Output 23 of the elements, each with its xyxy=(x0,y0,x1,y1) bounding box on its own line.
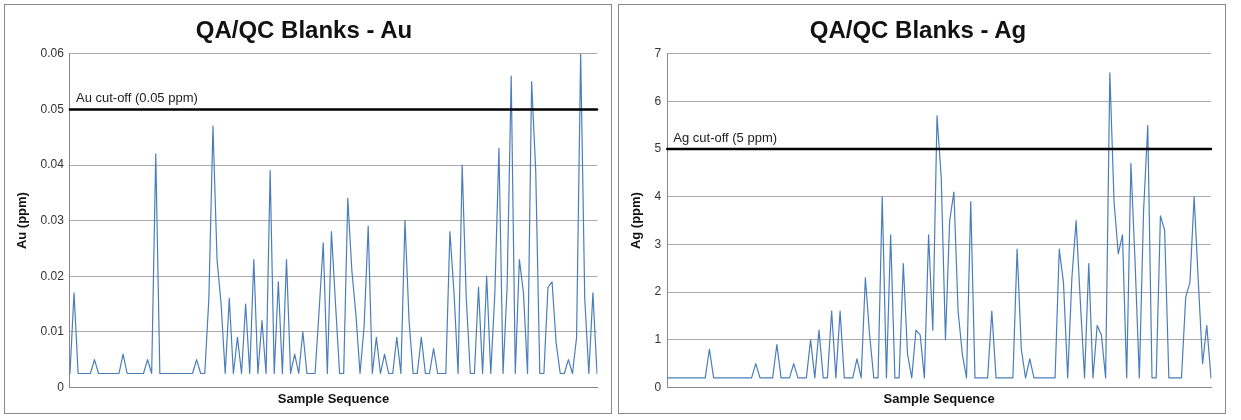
y-tick-label: 3 xyxy=(654,236,662,251)
y-tick-label: 0.03 xyxy=(40,212,65,227)
x-axis-title: Sample Sequence xyxy=(277,390,390,406)
ref-line-label: Ag cut-off (5 ppm) xyxy=(673,130,778,146)
y-tick-label: 2 xyxy=(654,284,662,299)
y-tick-label: 0.06 xyxy=(40,46,65,61)
y-tick-label: 0.01 xyxy=(40,324,65,339)
y-tick-label: 6 xyxy=(654,93,662,108)
x-axis-title: Sample Sequence xyxy=(883,390,995,406)
chart-title: QA/QC Blanks - Ag xyxy=(809,16,1027,44)
y-tick-label: 0.02 xyxy=(40,268,65,283)
chart-title: QA/QC Blanks - Au xyxy=(195,16,413,44)
y-tick-label: 0 xyxy=(654,379,662,394)
y-axis-title: Ag (ppm) xyxy=(628,192,644,250)
y-tick-label: 0 xyxy=(57,379,65,394)
y-tick-label: 7 xyxy=(654,46,662,61)
y-tick-label: 4 xyxy=(654,189,662,204)
y-axis-title: Au (ppm) xyxy=(14,192,30,250)
y-tick-label: 5 xyxy=(654,141,662,156)
y-tick-label: 0.04 xyxy=(40,157,65,172)
ref-line-label: Au cut-off (0.05 ppm) xyxy=(75,90,198,106)
y-tick-label: 1 xyxy=(654,332,662,347)
y-tick-label: 0.05 xyxy=(40,101,65,116)
